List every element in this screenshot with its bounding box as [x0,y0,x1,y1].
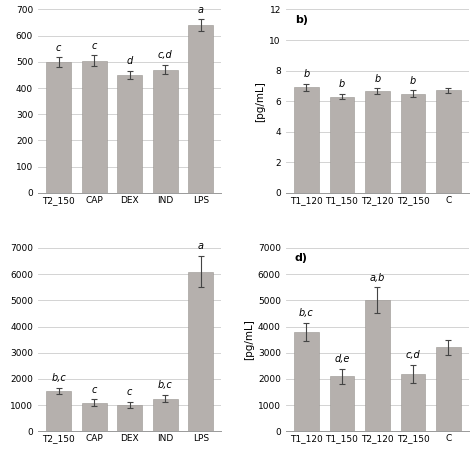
Bar [188,25,213,193]
Bar [117,405,142,431]
Text: a: a [198,5,204,15]
Text: d): d) [295,254,308,264]
Bar [117,75,142,193]
Text: d,e: d,e [334,355,350,365]
Bar [329,97,355,193]
Text: b: b [374,73,381,83]
Bar [365,91,390,193]
Text: b: b [410,75,416,86]
Text: c,d: c,d [158,50,173,61]
Bar [436,347,461,431]
Text: b,c: b,c [299,308,314,318]
Bar [153,70,178,193]
Text: a: a [198,241,204,251]
Text: b,c: b,c [51,373,66,383]
Text: b: b [303,69,310,79]
Bar [82,402,107,431]
Text: a,b: a,b [370,273,385,283]
Text: c: c [91,384,97,394]
Bar [46,391,71,431]
Text: c: c [56,43,61,53]
Bar [82,61,107,193]
Bar [294,332,319,431]
Text: c,d: c,d [406,350,420,360]
Bar [436,91,461,193]
Bar [329,376,355,431]
Bar [401,93,425,193]
Bar [46,62,71,193]
Text: c: c [127,387,132,397]
Bar [401,374,425,431]
Text: b): b) [295,15,308,25]
Y-axis label: [pg/mL]: [pg/mL] [255,81,265,122]
Y-axis label: [pg/mL]: [pg/mL] [244,319,254,360]
Text: c: c [91,41,97,51]
Bar [365,301,390,431]
Text: d: d [127,56,133,66]
Bar [153,399,178,431]
Bar [294,87,319,193]
Bar [188,272,213,431]
Text: b,c: b,c [158,380,173,390]
Text: b: b [339,79,345,89]
